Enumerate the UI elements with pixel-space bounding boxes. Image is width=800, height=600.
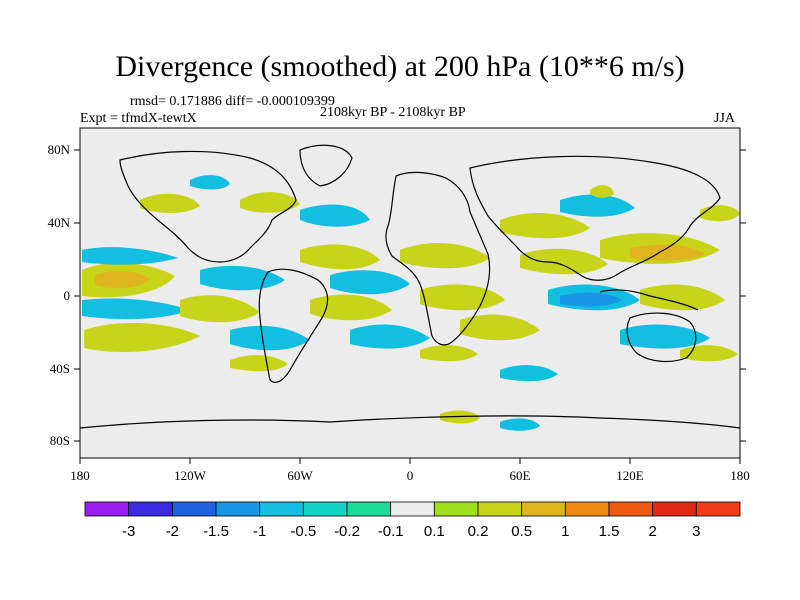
colorbar-label: 0.2 xyxy=(468,523,489,540)
field-lobe xyxy=(84,322,200,352)
colorbar-swatch xyxy=(521,501,566,517)
field-lobe xyxy=(190,175,230,190)
lat-label-40s: 40S xyxy=(50,361,70,376)
colorbar-label: -1 xyxy=(253,523,266,540)
field-lobe xyxy=(400,243,490,269)
colorbar-label: -2 xyxy=(166,523,179,540)
lon-label-120e: 120E xyxy=(616,468,644,483)
field-lobe xyxy=(310,294,392,321)
coast-europe-africa xyxy=(385,171,491,346)
period-label: 2108kyr BP - 2108kyr BP xyxy=(320,105,466,120)
divergence-field xyxy=(82,175,740,431)
lat-ticks xyxy=(74,149,746,442)
colorbar-label: -0.5 xyxy=(290,523,316,540)
field-lobe xyxy=(300,244,380,270)
colorbar-swatch xyxy=(390,501,435,517)
coast-greenland xyxy=(299,144,353,187)
colorbar-swatch xyxy=(302,501,348,517)
map-title: Divergence (smoothed) at 200 hPa (10**6 … xyxy=(115,50,685,83)
field-lobe xyxy=(630,244,705,261)
field-lobe xyxy=(180,295,260,323)
colorbar-swatch xyxy=(84,501,130,517)
field-lobe xyxy=(240,192,300,213)
lon-label-60e: 60E xyxy=(510,468,531,483)
season-label: JJA xyxy=(714,111,736,126)
colorbar-swatch xyxy=(171,501,217,517)
colorbar-label: -1.5 xyxy=(203,523,229,540)
colorbar-label: -0.2 xyxy=(334,523,360,540)
lat-label-80s: 80S xyxy=(50,433,70,448)
colorbar xyxy=(84,501,741,517)
field-lobe xyxy=(560,194,635,217)
field-lobe xyxy=(230,355,288,372)
field-lobe xyxy=(590,185,614,198)
colorbar-label: -3 xyxy=(122,523,135,540)
field-lobe xyxy=(700,205,740,222)
field-lobe xyxy=(200,265,285,291)
coast-indonesia xyxy=(599,289,699,311)
field-lobe xyxy=(82,298,190,320)
coast-antarctica xyxy=(80,415,740,429)
field-lobe xyxy=(440,410,480,424)
lon-label-0: 0 xyxy=(407,468,414,483)
colorbar-label: 1.5 xyxy=(599,523,620,540)
lon-ticks xyxy=(79,458,741,464)
field-lobe xyxy=(350,324,430,349)
lon-label-180e: 180 xyxy=(730,468,750,483)
field-lobe xyxy=(420,284,505,311)
land-outline xyxy=(80,144,740,429)
colorbar-swatch xyxy=(608,501,654,517)
colorbar-swatch xyxy=(652,501,697,517)
colorbar-label: 0.5 xyxy=(511,523,532,540)
field-lobe xyxy=(500,418,540,431)
coast-asia xyxy=(469,155,721,281)
coast-north-america xyxy=(119,150,297,263)
field-lobe xyxy=(620,324,710,349)
field-lobe xyxy=(640,284,725,311)
field-lobe xyxy=(140,193,200,213)
colorbar-swatch xyxy=(128,501,173,517)
colorbar-swatch xyxy=(215,501,261,517)
colorbar-swatch xyxy=(346,501,392,517)
field-lobe xyxy=(500,213,590,239)
colorbar-swatch xyxy=(564,501,610,517)
colorbar-swatch xyxy=(433,501,479,517)
stats-line: rmsd= 0.171886 diff= -0.000109399 xyxy=(130,94,335,109)
experiment-label: Expt = tfmdX-tewtX xyxy=(80,111,197,126)
coast-australia xyxy=(626,312,697,363)
field-lobe xyxy=(82,247,178,265)
lon-label-120w: 120W xyxy=(174,468,207,483)
field-lobe xyxy=(330,270,410,295)
coast-south-america xyxy=(258,268,329,383)
field-lobe xyxy=(560,292,622,307)
lon-label-180w: 180 xyxy=(70,468,90,483)
colorbar-label: 1 xyxy=(561,523,569,540)
colorbar-label: 2 xyxy=(648,523,656,540)
field-lobe xyxy=(420,345,478,362)
lon-label-60w: 60W xyxy=(287,468,313,483)
field-lobe xyxy=(460,314,540,341)
field-lobe xyxy=(230,325,310,351)
colorbar-swatch xyxy=(695,501,741,517)
field-lobe xyxy=(520,248,608,275)
colorbar-label: -0.1 xyxy=(378,523,404,540)
field-lobe xyxy=(95,270,150,289)
colorbar-label: 0.1 xyxy=(424,523,445,540)
lat-label-0: 0 xyxy=(64,288,71,303)
lat-label-80n: 80N xyxy=(48,142,71,157)
lat-label-40n: 40N xyxy=(48,215,71,230)
field-lobe xyxy=(300,204,370,227)
colorbar-swatch xyxy=(259,501,304,517)
field-lobe xyxy=(680,345,738,362)
field-lobe xyxy=(500,365,558,382)
colorbar-labels: -3 -2 -1.5 -1 -0.5 -0.2 -0.1 0.1 0.2 0.5 1 1.5 2 3 xyxy=(122,523,701,540)
colorbar-label: 3 xyxy=(692,523,700,540)
colorbar-swatch xyxy=(477,501,523,517)
